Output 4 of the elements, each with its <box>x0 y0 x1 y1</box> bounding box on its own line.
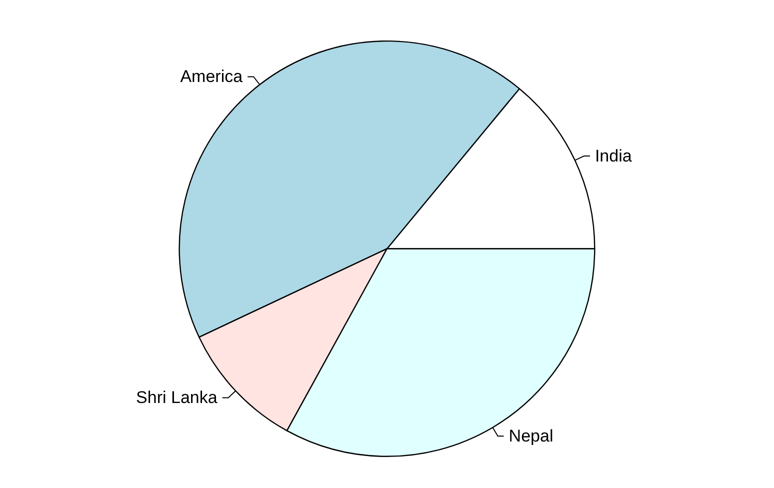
slice-label: Shri Lanka <box>136 388 218 408</box>
slice-label: India <box>594 146 632 166</box>
slice-label: America <box>180 67 244 86</box>
slice-label: Nepal <box>508 426 554 446</box>
